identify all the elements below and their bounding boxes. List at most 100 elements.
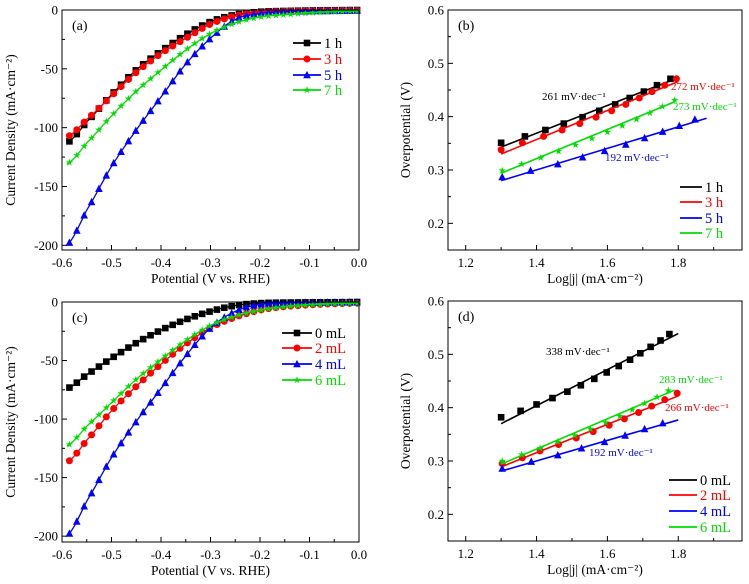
data-point: [353, 299, 361, 307]
data-point: [66, 384, 73, 391]
series-3h: 272 mV·dec⁻¹: [497, 75, 735, 155]
data-point: [667, 75, 674, 83]
data-point: [102, 403, 111, 411]
data-point: [648, 402, 656, 410]
y-tick-label: -100: [34, 120, 58, 135]
y-tick-label: -150: [34, 179, 58, 194]
y-tick-label: 0.5: [428, 56, 444, 71]
fit-line: [500, 100, 676, 174]
data-point: [176, 67, 184, 75]
data-point: [235, 305, 243, 314]
y-tick-label: 0.6: [428, 294, 445, 309]
legend-label: 6 mL: [315, 373, 346, 389]
data-point: [227, 309, 236, 317]
data-point: [103, 358, 110, 365]
slope-annotation: 272 mV·dec⁻¹: [671, 81, 735, 93]
y-axis-label: Current Density (mA·cm⁻²): [3, 346, 18, 497]
data-point: [80, 502, 88, 510]
x-tick-label: 1.6: [599, 546, 616, 561]
data-point: [117, 389, 125, 397]
data-point: [608, 107, 616, 115]
data-point: [647, 343, 654, 351]
x-tick-label: 1.4: [528, 546, 545, 561]
data-point: [635, 408, 643, 416]
x-tick-label: -0.6: [52, 255, 73, 270]
data-point: [65, 529, 74, 537]
data-point: [110, 90, 118, 98]
x-tick-label: -0.1: [299, 547, 320, 562]
legend-marker: [303, 39, 311, 47]
data-point: [65, 440, 74, 448]
data-point: [497, 139, 505, 147]
data-point: [264, 299, 273, 307]
data-point: [146, 398, 155, 406]
series-line: [66, 301, 358, 537]
data-point: [95, 184, 103, 192]
data-point: [66, 138, 73, 145]
data-point: [286, 302, 295, 310]
data-point: [102, 171, 111, 179]
legend-label: 6 mL: [700, 520, 731, 536]
data-point: [554, 451, 562, 459]
data-point: [176, 358, 184, 367]
legend-label: 5 h: [324, 68, 343, 84]
panel-d: 338 mV·dec⁻¹ 266 mV·dec⁻¹ 192 mV·dec⁻¹ 283 …: [398, 294, 743, 577]
data-point: [88, 111, 96, 119]
legend-marker: [303, 70, 311, 79]
data-point: [537, 153, 545, 161]
data-point: [338, 299, 347, 307]
data-point: [117, 147, 125, 156]
legend-label: 1 h: [324, 36, 343, 52]
x-tick-label: 1.8: [670, 255, 686, 270]
data-point: [640, 88, 648, 95]
x-tick-label: 0.0: [351, 255, 367, 270]
data-point: [109, 158, 118, 167]
x-tick-label: -0.4: [151, 547, 172, 562]
data-point: [533, 401, 540, 408]
data-point: [498, 457, 506, 465]
data-point: [154, 97, 162, 105]
data-point: [95, 104, 103, 112]
data-point: [65, 238, 74, 246]
panel-a: -0.6 -0.5 -0.4 -0.3 -0.2 -0.1 0.0 0 -50 -100 -150 -…: [3, 3, 367, 287]
data-point: [183, 33, 191, 41]
panel-label: (d): [458, 310, 475, 325]
data-point: [672, 75, 680, 83]
data-point: [554, 160, 562, 168]
data-point: [198, 310, 206, 318]
data-point: [95, 422, 103, 430]
data-point: [498, 464, 506, 472]
data-point: [184, 30, 191, 38]
plot-frame: [447, 300, 743, 542]
data-point: [73, 126, 81, 134]
data-point: [73, 130, 81, 138]
data-point: [80, 118, 88, 126]
legend-marker: [293, 329, 301, 337]
data-point: [183, 335, 192, 343]
data-point: [588, 134, 596, 142]
x-tick-label: 1.4: [528, 255, 545, 270]
data-point: [146, 363, 155, 371]
data-point: [576, 120, 584, 128]
data-point: [661, 396, 669, 404]
data-point: [272, 303, 280, 311]
data-point: [622, 100, 630, 108]
data-point: [206, 308, 213, 315]
data-point: [658, 419, 667, 427]
y-tick-label: -150: [34, 470, 58, 485]
series-7h: 273 mV·dec⁻¹: [498, 96, 737, 174]
legend: 1 h3 h5 h7 h: [293, 36, 343, 99]
data-point: [213, 318, 221, 326]
data-point: [132, 417, 140, 426]
panel-label: (c): [72, 311, 88, 326]
data-point: [579, 113, 586, 121]
y-tick-label: 0: [52, 295, 59, 310]
data-point: [653, 81, 661, 89]
y-tick-label: 0.2: [428, 216, 444, 231]
data-point: [73, 433, 81, 441]
data-point: [109, 450, 118, 458]
y-tick-label: -50: [41, 353, 58, 368]
x-tick-label: 1.6: [599, 255, 616, 270]
series-line: [66, 302, 358, 447]
series-line: [66, 9, 358, 144]
